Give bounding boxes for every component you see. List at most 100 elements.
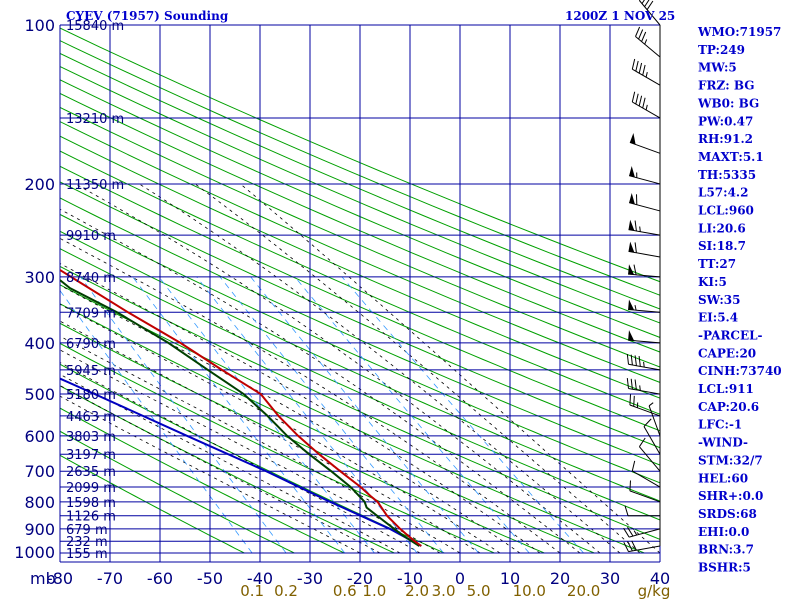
wind-barb-flag	[627, 526, 634, 537]
mixing-ratio-line	[196, 276, 418, 554]
temperature-tick-label: -10	[397, 569, 423, 588]
wind-barb-flag	[635, 26, 641, 37]
wind-barb	[638, 437, 661, 472]
stability-index-item: CAPE:20	[698, 346, 756, 360]
wind-barb	[628, 166, 661, 185]
chart-title: CYEV (71957) Sounding	[66, 9, 229, 23]
wind-barb-shaft	[632, 470, 661, 488]
temperature-tick-label: 10	[500, 569, 520, 588]
wind-barb	[648, 402, 661, 437]
temperature-tick-label: 0	[455, 569, 465, 588]
wind-barb	[643, 418, 661, 455]
temperature-tick-label: -60	[147, 569, 173, 588]
stability-index-item: -WIND-	[698, 436, 748, 450]
mixing-ratio-label: 5.0	[467, 582, 491, 600]
temperature-profile-line	[60, 268, 422, 547]
temperature-tick-label: -20	[347, 569, 373, 588]
dewpoint-profile-line	[60, 278, 420, 547]
mixing-ratio-label: 3.0	[432, 582, 456, 600]
stability-index-item: LFC:-1	[698, 418, 742, 432]
wind-barb-flag	[631, 91, 636, 103]
wind-barb-shaft	[629, 141, 661, 154]
wind-barb-half-flag	[634, 304, 637, 311]
wind-barb-shaft	[648, 405, 661, 437]
wind-barb	[626, 378, 661, 395]
wind-barb-flag	[626, 353, 629, 365]
wind-barb-flag	[641, 0, 645, 4]
stability-index-item: SRDS:68	[698, 507, 757, 521]
wind-barb-flag	[635, 93, 639, 105]
wind-barb-flag	[638, 62, 643, 74]
wind-barb-pennant	[628, 241, 635, 253]
wind-barb-flag	[638, 356, 641, 367]
stability-index-item: STM:32/7	[698, 453, 763, 467]
mixing-ratio-label: 20.0	[567, 582, 600, 600]
wind-barb-half-flag	[645, 71, 648, 78]
wind-barb-shaft	[628, 363, 661, 371]
height-label: 2099 m	[66, 481, 116, 496]
wind-barb	[626, 353, 661, 371]
wind-barb-half-flag	[639, 385, 641, 391]
stability-index-item: L57:4.2	[698, 186, 748, 200]
wind-barb	[631, 91, 661, 119]
stability-index-item: CAP:20.6	[698, 400, 759, 414]
sounding-profiles	[60, 268, 422, 547]
temperature-tick-label: -40	[247, 569, 273, 588]
wind-barb-flag	[626, 378, 629, 389]
stability-index-item: LCL:911	[698, 382, 754, 396]
temperature-tick-label: 40	[650, 569, 670, 588]
dry-adiabat-line	[60, 65, 660, 324]
wind-barb-flag	[624, 505, 629, 516]
height-label: 11350 m	[66, 178, 124, 193]
wind-barb-half-flag	[644, 39, 648, 45]
pressure-tick-label: 300	[24, 268, 55, 287]
height-label: 15840 m	[66, 19, 124, 34]
pressure-temperature-grid	[59, 24, 661, 563]
wind-barb-flag	[634, 355, 637, 366]
stability-index-item: RH:91.2	[698, 132, 753, 146]
observation-time: 1200Z 1 NOV 25	[565, 9, 675, 23]
wind-barb	[628, 299, 661, 313]
stability-index-item: -PARCEL-	[698, 328, 763, 342]
wind-barb	[628, 219, 661, 236]
wind-barb-flag	[638, 29, 644, 40]
wind-barb	[631, 460, 661, 488]
temperature-tick-label: -70	[97, 569, 123, 588]
wind-barb-flag	[635, 60, 639, 72]
wind-barb	[623, 526, 661, 538]
mixing-ratio-label: 0.1	[240, 582, 264, 600]
stability-index-item: BSHR:5	[698, 561, 751, 575]
wind-barb-flag	[630, 378, 633, 390]
pressure-tick-label: 100	[24, 16, 55, 35]
wind-barb-half-flag	[648, 402, 654, 407]
wind-barb-flag	[630, 354, 633, 366]
wind-barb-half-flag	[633, 530, 638, 536]
dry-adiabat-line	[60, 181, 660, 449]
height-label: 1598 m	[66, 496, 116, 511]
height-label: 155 m	[66, 547, 108, 562]
moist-adiabat-line	[60, 263, 541, 554]
mixing-ratio-line	[250, 276, 479, 554]
mixing-ratio-label: 0.6	[333, 582, 357, 600]
wind-barb	[624, 505, 661, 517]
stability-index-item: LI:20.6	[698, 221, 746, 235]
dry-adiabat-line	[60, 213, 660, 484]
wind-barb-pennant	[629, 193, 635, 205]
wind-barb-flag	[631, 58, 636, 70]
wind-barb	[628, 193, 661, 212]
wind-barb-flag	[631, 540, 637, 551]
wind-barb-shaft	[629, 490, 661, 503]
wind-barb-flag	[633, 264, 637, 275]
wind-barb-pennant	[628, 299, 635, 310]
pressure-tick-label: 200	[24, 175, 55, 194]
stability-index-item: SHR+:0.0	[698, 489, 763, 503]
pressure-unit-label: mb	[30, 569, 56, 588]
temperature-tick-label: 30	[600, 569, 620, 588]
wind-barb-pennant	[629, 166, 635, 178]
wind-barb-flag	[623, 541, 629, 552]
wind-barb	[629, 394, 661, 417]
height-label: 3197 m	[66, 448, 116, 463]
height-label: 2635 m	[66, 465, 116, 480]
temperature-tick-label: -50	[197, 569, 223, 588]
